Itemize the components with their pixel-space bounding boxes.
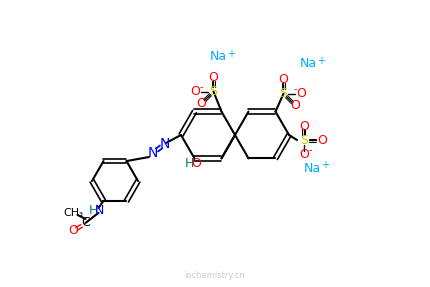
Text: H: H (184, 157, 194, 170)
Text: O: O (298, 119, 308, 133)
Text: Na: Na (303, 162, 320, 174)
Text: ₃: ₃ (78, 208, 82, 218)
Text: CH: CH (63, 208, 80, 218)
Text: S: S (299, 133, 307, 146)
Text: +: + (227, 49, 235, 59)
Text: O: O (190, 85, 200, 98)
Text: -: - (199, 82, 203, 92)
Text: -: - (307, 145, 311, 155)
Text: C: C (81, 216, 90, 229)
Text: O: O (208, 71, 218, 84)
Text: O: O (296, 87, 306, 100)
Text: N: N (95, 204, 104, 218)
Text: +: + (320, 160, 328, 170)
Text: O: O (191, 157, 201, 170)
Text: N: N (160, 137, 170, 151)
Text: O: O (196, 97, 206, 110)
Text: H: H (89, 204, 98, 218)
Text: S: S (279, 87, 287, 100)
Text: Na: Na (299, 57, 316, 70)
Text: O: O (278, 73, 288, 86)
Text: iochemistry.cn: iochemistry.cn (184, 271, 245, 280)
Text: -: - (293, 84, 297, 94)
Text: N: N (147, 146, 158, 160)
Text: O: O (290, 99, 300, 112)
Text: O: O (316, 133, 326, 146)
Text: Na: Na (209, 50, 227, 63)
Text: O: O (68, 224, 78, 237)
Text: S: S (209, 85, 217, 98)
Text: +: + (317, 56, 325, 66)
Text: O: O (298, 148, 308, 160)
